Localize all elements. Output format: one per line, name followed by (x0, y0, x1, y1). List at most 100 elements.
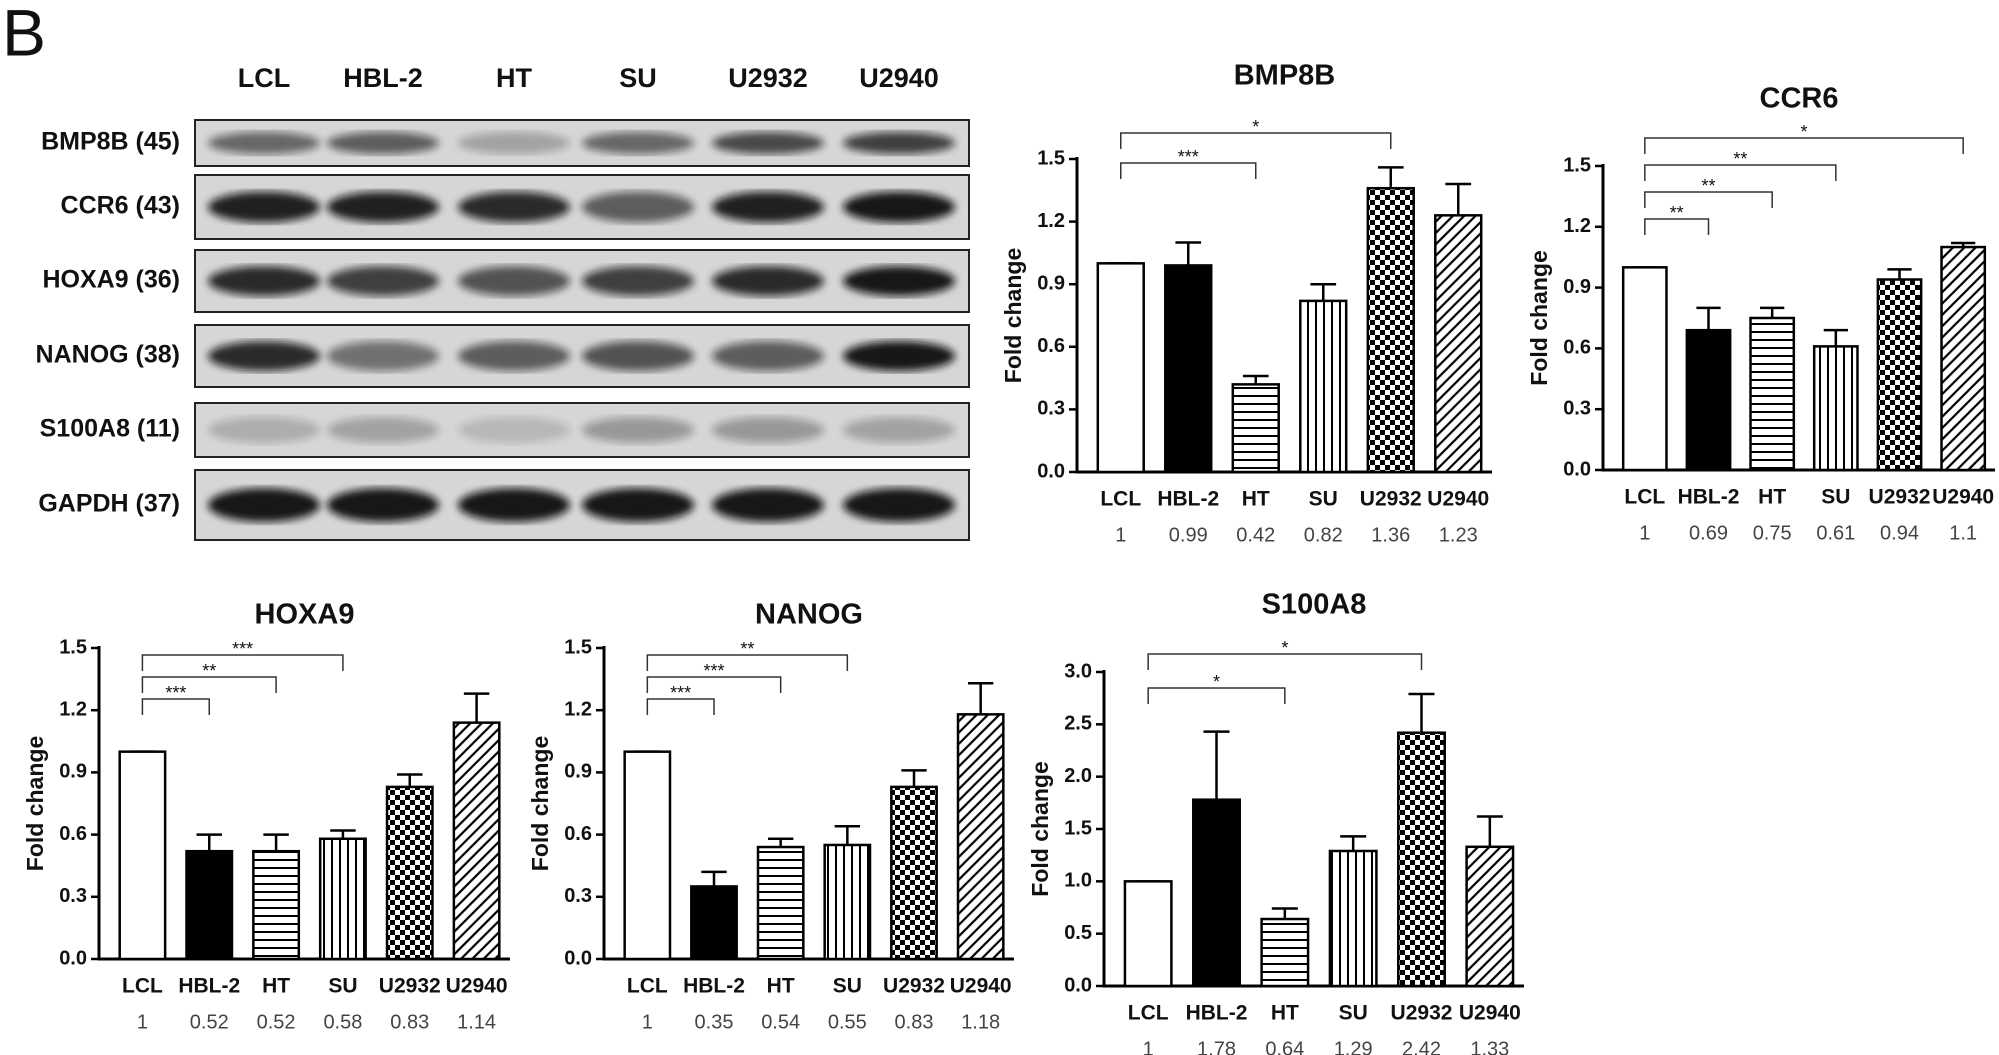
value-label: 2.42 (1402, 1038, 1441, 1055)
bar (1123, 880, 1173, 988)
significance-label: * (1281, 638, 1288, 658)
y-axis-label: Fold change (1526, 250, 1552, 385)
x-tick-label: LCL (1624, 486, 1665, 509)
significance-bracket (1644, 164, 1837, 181)
bar (252, 849, 301, 961)
value-label: 0.82 (1304, 524, 1343, 546)
x-tick-label: HT (767, 975, 795, 998)
x-tick-label: SU (1309, 488, 1338, 511)
blot-band (208, 131, 320, 155)
significance-label: ** (1733, 149, 1747, 169)
bar-chart: CCR6 Fold change 0.0 0.3 0.6 0.9 1.2 1.5 LCL 1 HBL… (1526, 83, 1995, 544)
y-axis-label: Fold change (527, 736, 553, 871)
blot-band (712, 191, 824, 223)
bar (690, 885, 738, 961)
blot-column-label: U2940 (859, 63, 939, 93)
blot-band (843, 131, 955, 155)
bar (1260, 917, 1310, 988)
significance-bracket (646, 698, 715, 715)
x-tick-label: U2940 (950, 975, 1012, 998)
x-tick-label: U2940 (1459, 1002, 1521, 1025)
significance-label: * (1213, 672, 1220, 692)
blot-row-label: NANOG (38) (36, 341, 180, 369)
value-label: 1 (1639, 522, 1650, 544)
value-label: 1.33 (1470, 1038, 1509, 1055)
x-tick-label: SU (1821, 486, 1850, 509)
blot-band (327, 341, 439, 371)
y-tick-label: 0.5 (1064, 922, 1092, 944)
value-label: 1.23 (1439, 524, 1478, 546)
blot-band (208, 191, 320, 223)
blot-band (208, 417, 320, 443)
value-label: 0.75 (1753, 522, 1792, 544)
significance-bracket (141, 676, 277, 693)
bar (1164, 264, 1213, 474)
y-tick-label: 1.2 (1037, 210, 1065, 232)
blot-band (327, 266, 439, 296)
blot-band (582, 266, 694, 296)
value-label: 1 (1115, 524, 1126, 546)
value-label: 0.55 (828, 1011, 867, 1033)
blot-band (208, 341, 320, 371)
blot-band (327, 417, 439, 443)
value-label: 0.69 (1689, 522, 1728, 544)
value-label: 0.42 (1236, 524, 1275, 546)
x-tick-label: HBL-2 (683, 975, 745, 998)
blot-band (712, 341, 824, 371)
x-tick-label: SU (833, 975, 862, 998)
y-tick-label: 1.5 (1563, 154, 1591, 176)
bar-chart: NANOG Fold change 0.0 0.3 0.6 0.9 1.2 1.5 LCL 1 HB… (527, 599, 1014, 1033)
bar (1192, 798, 1241, 988)
x-tick-label: LCL (1100, 488, 1141, 511)
significance-bracket (1644, 218, 1710, 235)
bar (1397, 731, 1446, 988)
bar (890, 785, 938, 961)
significance-bracket (1644, 137, 1964, 154)
significance-label: ** (1701, 176, 1715, 196)
bar (756, 845, 805, 961)
bar (623, 750, 672, 961)
y-tick-label: 0.3 (1037, 398, 1065, 420)
significance-bracket (1120, 132, 1392, 149)
blot-band (843, 341, 955, 371)
y-tick-label: 0.9 (59, 761, 87, 783)
x-tick-label: SU (328, 975, 357, 998)
significance-label: ** (740, 639, 754, 659)
value-label: 1.36 (1371, 524, 1410, 546)
y-tick-label: 0.0 (564, 947, 592, 969)
blot-column-label: SU (619, 63, 657, 93)
x-tick-label: LCL (1128, 1002, 1169, 1025)
blot-band (712, 131, 824, 155)
bar (956, 713, 1005, 961)
y-tick-label: 1.0 (1064, 870, 1092, 892)
value-label: 0.54 (761, 1011, 800, 1033)
significance-label: *** (670, 683, 691, 703)
blot-band (208, 266, 320, 296)
x-tick-label: HT (1758, 486, 1786, 509)
bar-chart: S100A8 Fold change 0.0 0.5 1.0 1.5 2.0 2.5 3.0 LC… (1027, 589, 1524, 1055)
value-label: 1.1 (1949, 522, 1977, 544)
y-axis-label: Fold change (1000, 248, 1026, 383)
chart-title: NANOG (755, 599, 863, 631)
bar (385, 785, 434, 961)
significance-label: *** (703, 661, 724, 681)
y-tick-label: 1.5 (1037, 147, 1065, 169)
y-tick-label: 1.5 (564, 636, 592, 658)
blot-row-label: CCR6 (43) (61, 192, 180, 220)
blot-band (843, 266, 955, 296)
bar (1749, 316, 1796, 472)
charts: BMP8B Fold change 0.0 0.3 0.6 0.9 1.2 1.5 LCL 1 HB… (22, 60, 1995, 1055)
x-tick-label: U2932 (1391, 1002, 1453, 1025)
value-label: 0.35 (695, 1011, 734, 1033)
y-tick-label: 0.0 (1037, 460, 1065, 482)
western-blot: LCL HBL-2 HT SU U2932 U2940 BMP8B (45) CCR6 (43… (36, 63, 970, 541)
bar (1299, 299, 1348, 474)
bar (118, 750, 167, 961)
x-tick-label: HBL-2 (1186, 1002, 1248, 1025)
blot-column-label: LCL (238, 63, 290, 93)
value-label: 1.14 (457, 1011, 496, 1033)
panel-label: B (2, 0, 46, 69)
x-tick-label: SU (1339, 1002, 1368, 1025)
value-label: 0.58 (323, 1011, 362, 1033)
